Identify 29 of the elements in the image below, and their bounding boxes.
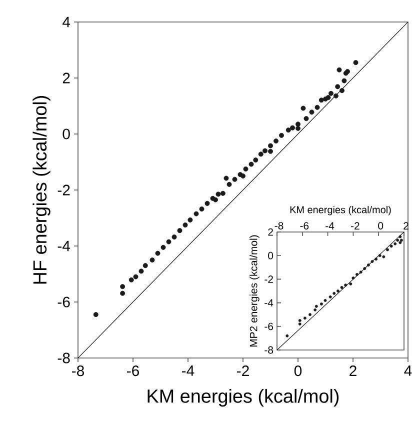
y-tick-label: -6 — [58, 296, 70, 308]
y-tick-label: -6 — [264, 322, 274, 330]
x-tick-label: -2 — [351, 222, 360, 230]
y-tick-label: 4 — [62, 16, 70, 28]
y-tick-label: -4 — [264, 299, 274, 306]
x-tick-label: 0 — [294, 366, 302, 376]
x-tick-label: -8 — [72, 366, 84, 376]
x-tick-label: -4 — [182, 366, 194, 376]
x-tick-label: -8 — [274, 222, 284, 230]
x-tick-label: 2 — [350, 366, 356, 376]
x-tick-label: -6 — [300, 222, 309, 230]
x-tick-label: -4 — [326, 222, 334, 230]
x-tick-label: -2 — [237, 366, 249, 376]
y-tick-label: -2 — [264, 276, 273, 283]
x-tick-label: -6 — [127, 366, 139, 376]
y-tick-label: 0 — [268, 252, 274, 260]
x-axis-title: KM energies (kcal/mol) — [148, 388, 339, 407]
y-tick-label: -8 — [58, 352, 70, 364]
x-tick-label: 4 — [404, 366, 412, 376]
y-tick-label: -4 — [58, 240, 70, 252]
x-axis-title: KM energies (kcal/mol) — [290, 206, 391, 216]
y-axis-title: HF energies (kcal/mol) — [32, 96, 50, 284]
y-axis-title: MP2 energies (kcal/mol) — [250, 235, 260, 347]
y-tick-label: 0 — [62, 128, 70, 140]
y-tick-label: -8 — [264, 346, 274, 354]
y-tick-label: 2 — [62, 72, 70, 84]
y-tick-label: -2 — [58, 184, 70, 196]
x-tick-label: 0 — [378, 222, 384, 230]
y-tick-label: 2 — [268, 228, 273, 236]
